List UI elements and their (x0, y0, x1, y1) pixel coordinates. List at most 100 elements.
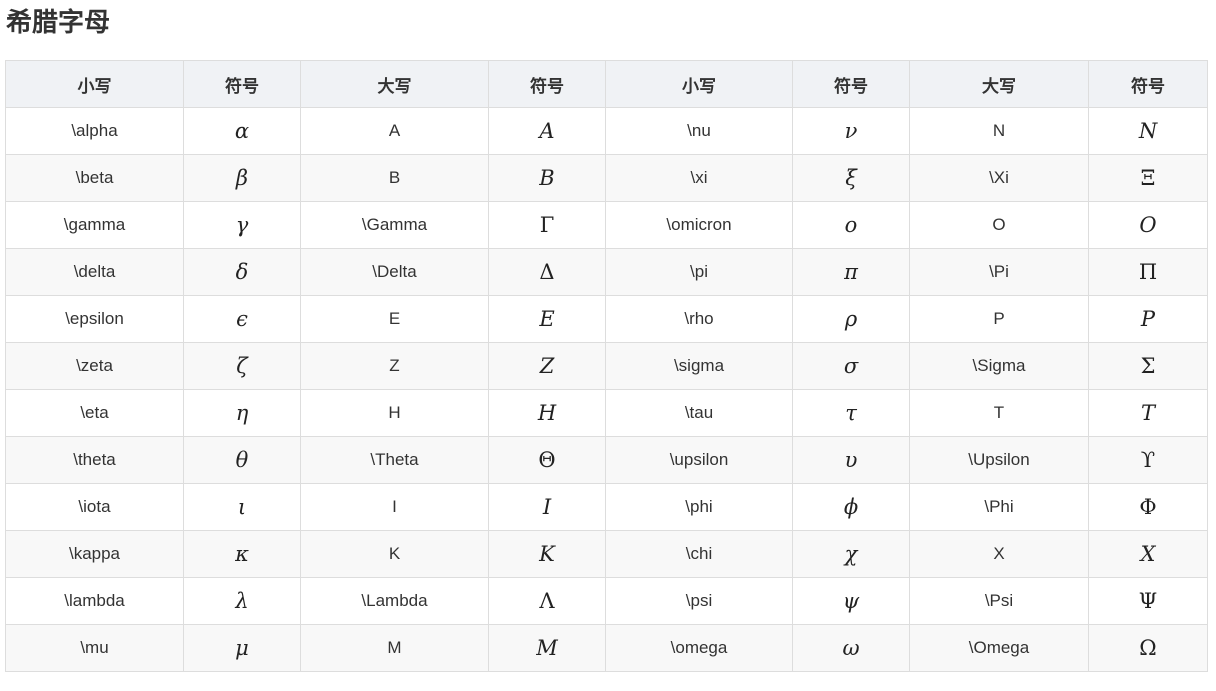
table-row: \theta θ \Theta Θ \upsilon υ \Upsilon ϒ (5, 436, 1208, 484)
uppercase-symbol-cell: ϒ (1088, 436, 1208, 484)
column-header: 符号 (792, 60, 910, 108)
uppercase-symbol-cell: Δ (488, 248, 606, 296)
lowercase-symbol-cell: μ (183, 624, 301, 672)
uppercase-command-cell: E (300, 295, 489, 343)
lowercase-command-cell: \iota (5, 483, 184, 531)
uppercase-symbol-cell: O (1088, 201, 1208, 249)
lowercase-symbol-cell: π (792, 248, 910, 296)
uppercase-symbol-cell: E (488, 295, 606, 343)
column-header: 小写 (5, 60, 184, 108)
column-header: 大写 (909, 60, 1089, 108)
column-header: 符号 (183, 60, 301, 108)
uppercase-command-cell: X (909, 530, 1089, 578)
lowercase-symbol-cell: λ (183, 577, 301, 625)
lowercase-symbol-cell: δ (183, 248, 301, 296)
lowercase-symbol-cell: γ (183, 201, 301, 249)
uppercase-command-cell: \Psi (909, 577, 1089, 625)
uppercase-command-cell: I (300, 483, 489, 531)
uppercase-command-cell: Z (300, 342, 489, 390)
uppercase-symbol-cell: B (488, 154, 606, 202)
lowercase-symbol-cell: o (792, 201, 910, 249)
uppercase-symbol-cell: Ξ (1088, 154, 1208, 202)
uppercase-command-cell: P (909, 295, 1089, 343)
lowercase-symbol-cell: τ (792, 389, 910, 437)
lowercase-symbol-cell: ν (792, 107, 910, 155)
uppercase-command-cell: T (909, 389, 1089, 437)
uppercase-command-cell: O (909, 201, 1089, 249)
uppercase-symbol-cell: H (488, 389, 606, 437)
table-row: \mu μ M M \omega ω \Omega Ω (5, 624, 1208, 672)
table-row: \alpha α A A \nu ν N N (5, 107, 1208, 155)
lowercase-command-cell: \epsilon (5, 295, 184, 343)
greek-letters-table: 小写 符号 大写 符号 小写 符号 大写 符号 \alpha α A A \nu ν N N \… (5, 60, 1208, 672)
lowercase-command-cell: \psi (605, 577, 793, 625)
uppercase-symbol-cell: Φ (1088, 483, 1208, 531)
table-row: \epsilon ϵ E E \rho ρ P P (5, 295, 1208, 343)
uppercase-command-cell: H (300, 389, 489, 437)
uppercase-command-cell: \Xi (909, 154, 1089, 202)
lowercase-symbol-cell: ι (183, 483, 301, 531)
uppercase-symbol-cell: Γ (488, 201, 606, 249)
lowercase-symbol-cell: ψ (792, 577, 910, 625)
lowercase-symbol-cell: ρ (792, 295, 910, 343)
lowercase-command-cell: \upsilon (605, 436, 793, 484)
lowercase-command-cell: \eta (5, 389, 184, 437)
lowercase-command-cell: \omicron (605, 201, 793, 249)
lowercase-symbol-cell: β (183, 154, 301, 202)
lowercase-command-cell: \omega (605, 624, 793, 672)
lowercase-command-cell: \nu (605, 107, 793, 155)
uppercase-symbol-cell: N (1088, 107, 1208, 155)
uppercase-symbol-cell: Ψ (1088, 577, 1208, 625)
uppercase-symbol-cell: Ω (1088, 624, 1208, 672)
lowercase-command-cell: \sigma (605, 342, 793, 390)
uppercase-symbol-cell: Π (1088, 248, 1208, 296)
uppercase-command-cell: \Phi (909, 483, 1089, 531)
lowercase-symbol-cell: ϕ (792, 483, 910, 531)
uppercase-symbol-cell: X (1088, 530, 1208, 578)
table-row: \lambda λ \Lambda Λ \psi ψ \Psi Ψ (5, 577, 1208, 625)
uppercase-command-cell: \Sigma (909, 342, 1089, 390)
column-header: 符号 (1088, 60, 1208, 108)
uppercase-symbol-cell: Θ (488, 436, 606, 484)
uppercase-symbol-cell: I (488, 483, 606, 531)
column-header: 符号 (488, 60, 606, 108)
lowercase-symbol-cell: χ (792, 530, 910, 578)
table-row: \gamma γ \Gamma Γ \omicron o O O (5, 201, 1208, 249)
uppercase-command-cell: \Gamma (300, 201, 489, 249)
table-row: \zeta ζ Z Z \sigma σ \Sigma Σ (5, 342, 1208, 390)
table-row: \beta β B B \xi ξ \Xi Ξ (5, 154, 1208, 202)
lowercase-command-cell: \rho (605, 295, 793, 343)
lowercase-command-cell: \xi (605, 154, 793, 202)
uppercase-command-cell: A (300, 107, 489, 155)
table-row: \eta η H H \tau τ T T (5, 389, 1208, 437)
lowercase-symbol-cell: ω (792, 624, 910, 672)
lowercase-command-cell: \pi (605, 248, 793, 296)
uppercase-symbol-cell: M (488, 624, 606, 672)
uppercase-symbol-cell: Λ (488, 577, 606, 625)
uppercase-symbol-cell: T (1088, 389, 1208, 437)
uppercase-command-cell: N (909, 107, 1089, 155)
uppercase-symbol-cell: Z (488, 342, 606, 390)
lowercase-command-cell: \mu (5, 624, 184, 672)
table-row: \iota ι I I \phi ϕ \Phi Φ (5, 483, 1208, 531)
table-header-row: 小写 符号 大写 符号 小写 符号 大写 符号 (5, 60, 1208, 108)
uppercase-command-cell: \Delta (300, 248, 489, 296)
column-header: 小写 (605, 60, 793, 108)
uppercase-symbol-cell: P (1088, 295, 1208, 343)
lowercase-symbol-cell: κ (183, 530, 301, 578)
uppercase-command-cell: \Pi (909, 248, 1089, 296)
lowercase-symbol-cell: ξ (792, 154, 910, 202)
lowercase-symbol-cell: η (183, 389, 301, 437)
lowercase-command-cell: \delta (5, 248, 184, 296)
lowercase-command-cell: \alpha (5, 107, 184, 155)
column-header: 大写 (300, 60, 489, 108)
uppercase-command-cell: \Omega (909, 624, 1089, 672)
lowercase-symbol-cell: α (183, 107, 301, 155)
lowercase-command-cell: \gamma (5, 201, 184, 249)
uppercase-symbol-cell: K (488, 530, 606, 578)
lowercase-command-cell: \kappa (5, 530, 184, 578)
table-body: \alpha α A A \nu ν N N \beta β B B \xi ξ \Xi Ξ \gamma γ \G… (5, 107, 1208, 672)
lowercase-symbol-cell: ϵ (183, 295, 301, 343)
lowercase-command-cell: \zeta (5, 342, 184, 390)
lowercase-command-cell: \theta (5, 436, 184, 484)
